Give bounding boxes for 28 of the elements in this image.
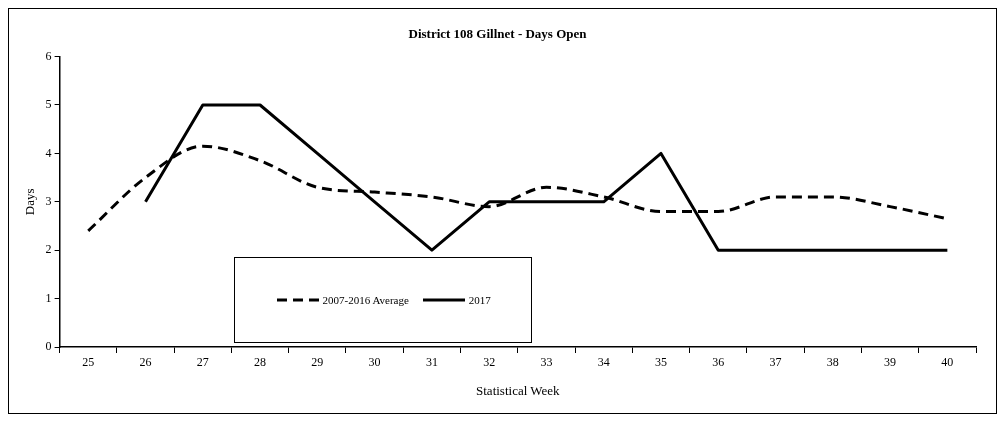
x-tick-label: 27: [196, 355, 209, 370]
y-axis-title: Days: [22, 188, 38, 216]
x-tick-label: 39: [884, 355, 897, 370]
x-tick-label: 33: [540, 355, 553, 370]
x-tick-label: 34: [597, 355, 610, 370]
x-tick-label: 40: [941, 355, 954, 370]
y-tick-label: 3: [45, 193, 52, 208]
x-tick-label: 38: [826, 355, 839, 370]
x-tick-label: 37: [769, 355, 782, 370]
y-tick-label: 1: [45, 290, 52, 305]
y-tick-label: 2: [45, 242, 52, 257]
y-tick-label: 6: [45, 48, 52, 63]
x-axis-title: Statistical Week: [476, 382, 561, 398]
chart-title: District 108 Gillnet - Days Open: [408, 26, 588, 42]
x-tick-label: 35: [654, 355, 667, 370]
y-tick-label: 5: [45, 97, 52, 112]
y-tick-label: 4: [45, 145, 52, 160]
x-tick-label: 36: [712, 355, 725, 370]
x-tick-label: 31: [425, 355, 438, 370]
x-tick-label: 29: [311, 355, 324, 370]
y-tick-label: 0: [45, 339, 52, 354]
legend-label: 2017: [468, 294, 491, 307]
x-tick-label: 25: [82, 355, 95, 370]
x-tick-label: 28: [254, 355, 267, 370]
x-tick-label: 30: [368, 355, 381, 370]
x-tick-label: 32: [483, 355, 496, 370]
legend-label: 2007-2016 Average: [322, 294, 409, 307]
x-tick-label: 26: [139, 355, 152, 370]
